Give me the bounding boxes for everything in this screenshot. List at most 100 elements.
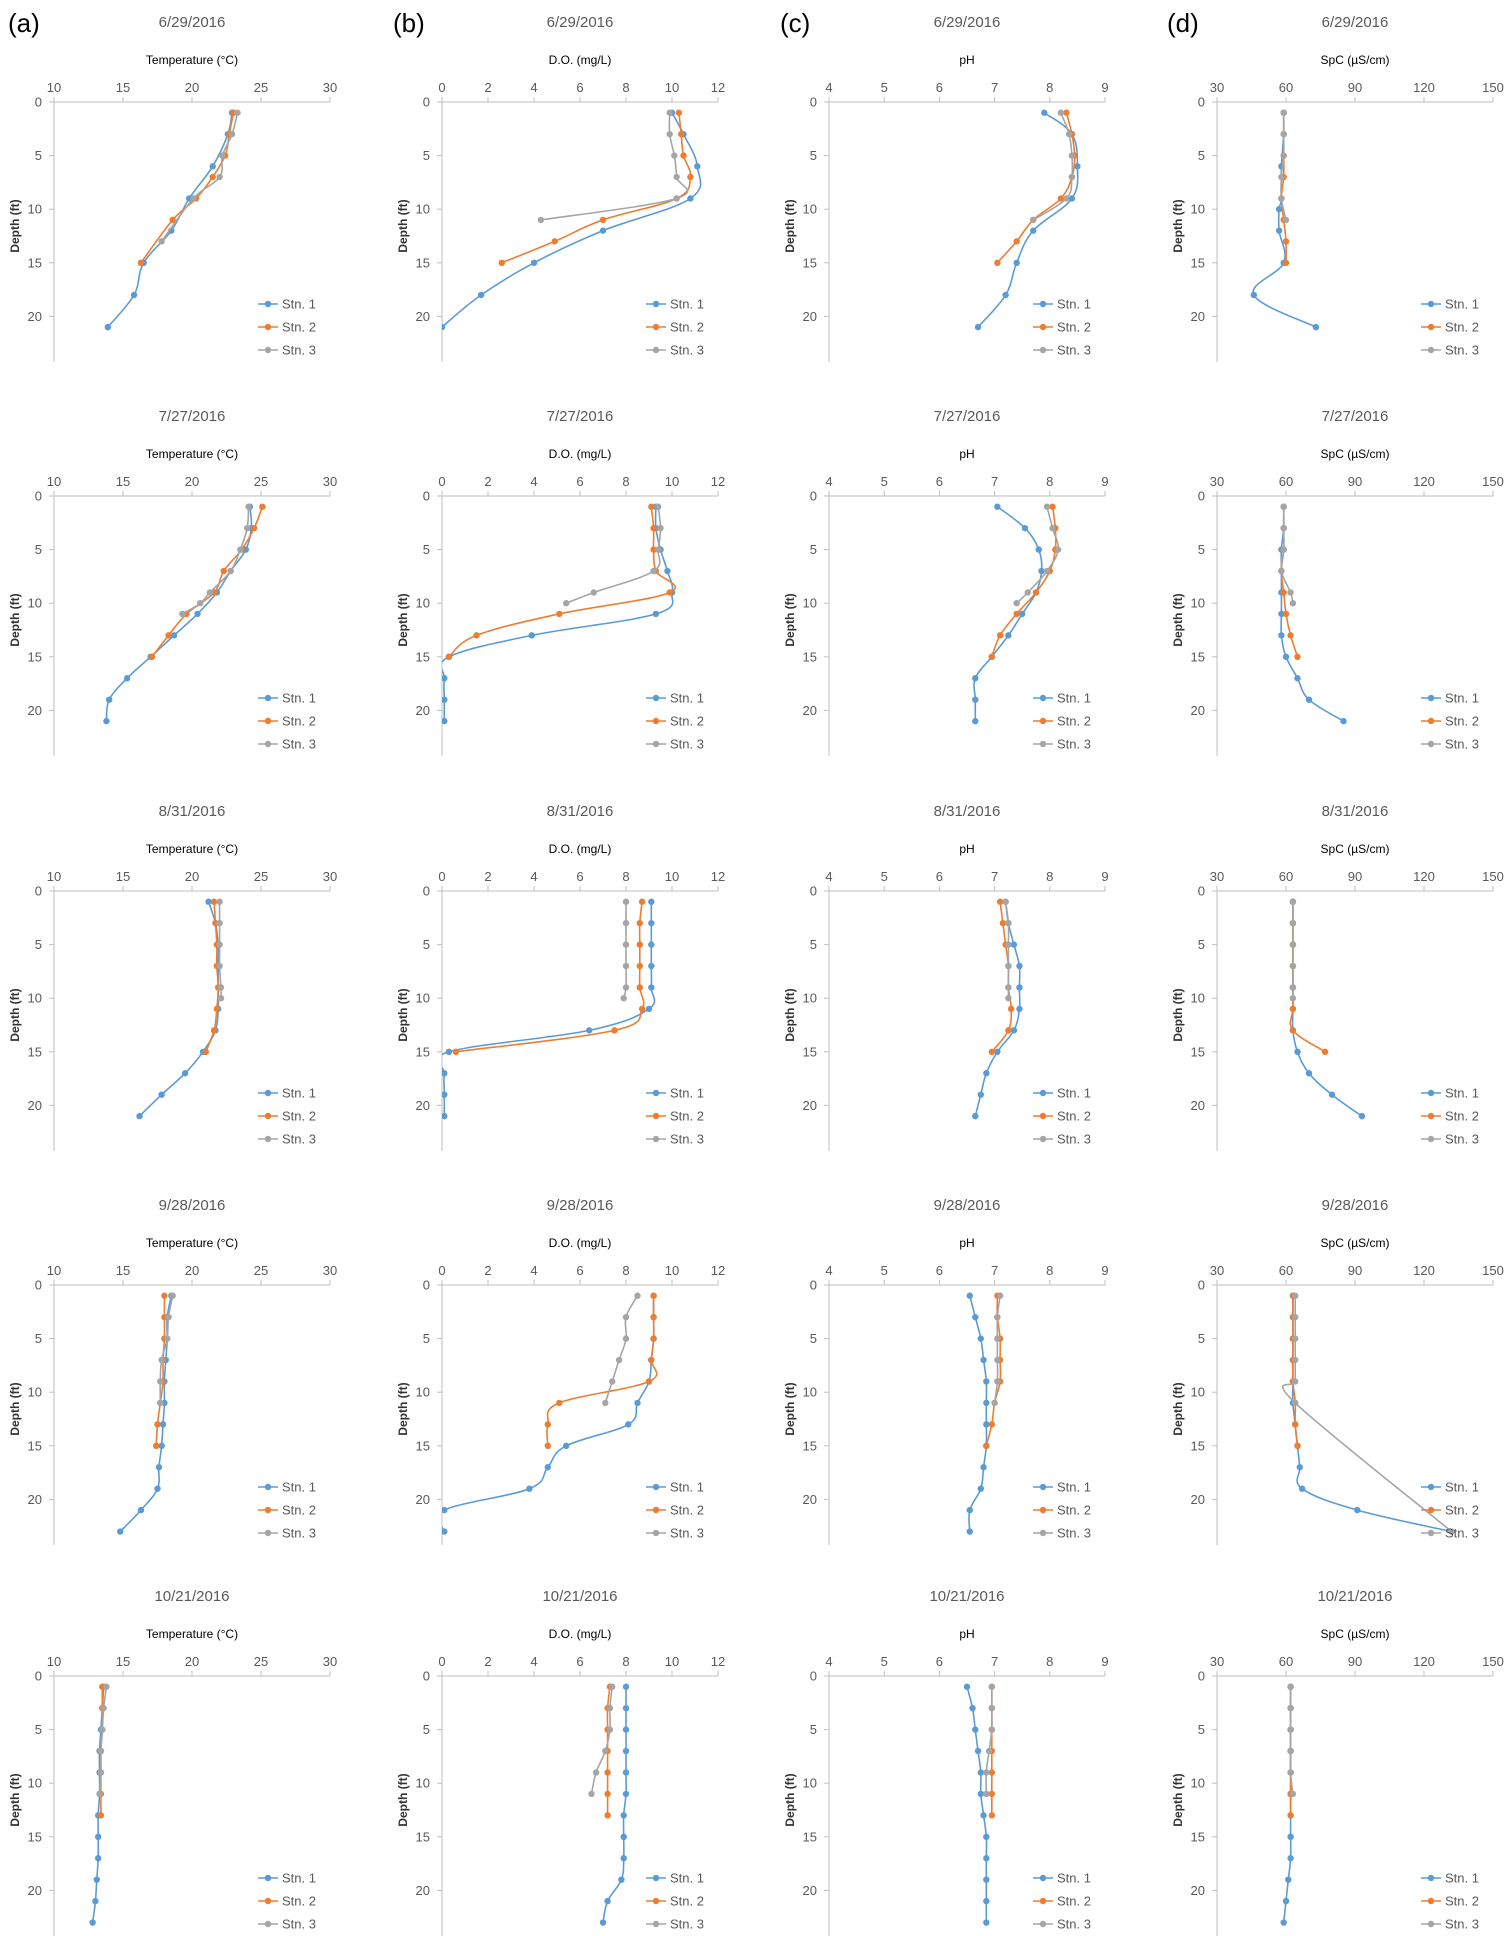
data-point xyxy=(530,259,538,266)
legend-label: Stn. 2 xyxy=(1057,1109,1091,1124)
x-tick-label: 4 xyxy=(530,869,537,884)
legend-swatch-marker xyxy=(1427,1089,1435,1097)
x-axis-label: SpC (µS/cm) xyxy=(1321,1627,1390,1641)
x-tick-label: 150 xyxy=(1482,1654,1504,1669)
x-tick-label: 20 xyxy=(185,869,199,884)
x-tick-label: 8 xyxy=(1046,1654,1053,1669)
legend-label: Stn. 3 xyxy=(282,1917,316,1932)
data-point xyxy=(1292,1292,1299,1299)
y-tick-label: 10 xyxy=(1191,1776,1205,1791)
series-1 xyxy=(442,109,702,331)
legend-label: Stn. 1 xyxy=(1057,691,1091,706)
data-point xyxy=(648,941,655,948)
data-point xyxy=(537,216,545,224)
data-point xyxy=(673,195,680,202)
data-point xyxy=(159,1421,167,1428)
x-tick-label: 25 xyxy=(254,869,268,884)
data-point xyxy=(1013,259,1020,266)
legend-label: Stn. 2 xyxy=(1445,714,1479,729)
y-tick-label: 20 xyxy=(803,1492,817,1507)
data-point xyxy=(1292,1399,1299,1407)
x-tick-label: 120 xyxy=(1413,1263,1435,1278)
data-point xyxy=(1280,524,1287,532)
y-tick-label: 5 xyxy=(35,937,42,952)
data-point xyxy=(89,1919,96,1926)
data-point xyxy=(94,1833,102,1840)
x-tick-label: 15 xyxy=(116,1263,130,1278)
y-axis-label: Depth (ft) xyxy=(783,199,797,252)
legend-swatch-marker xyxy=(1039,1529,1047,1537)
legend-label: Stn. 3 xyxy=(670,737,704,752)
x-tick-label: 30 xyxy=(1210,1654,1224,1669)
x-tick-label: 6 xyxy=(576,1263,583,1278)
legend-swatch-marker xyxy=(264,300,272,308)
x-tick-label: 9 xyxy=(1101,1263,1108,1278)
y-tick-label: 10 xyxy=(1191,202,1205,217)
depth-profile-chart: 6/29/2016 D.O. (mg/L) Depth (ft) 0 2 4 6 8 10 12 0… xyxy=(396,14,725,362)
x-tick-label: 4 xyxy=(530,1654,537,1669)
legend-label: Stn. 1 xyxy=(670,691,704,706)
legend-swatch-marker xyxy=(1427,1506,1435,1514)
data-point xyxy=(625,1421,632,1428)
x-tick-label: 6 xyxy=(936,869,943,884)
data-point xyxy=(650,1292,657,1299)
data-point xyxy=(622,941,630,948)
data-point xyxy=(1002,898,1009,905)
data-point xyxy=(442,717,448,725)
series-1 xyxy=(963,1683,990,1926)
y-tick-label: 10 xyxy=(416,202,430,217)
data-point xyxy=(169,216,176,224)
depth-profile-chart: 9/28/2016 SpC (µS/cm) Depth (ft) 30 60 90 120 1… xyxy=(1171,1197,1504,1545)
data-point xyxy=(556,610,563,618)
legend-label: Stn. 2 xyxy=(670,1109,704,1124)
depth-profile-chart: 6/29/2016 SpC (µS/cm) Depth (ft) 30 60 90 120 1… xyxy=(1171,14,1504,362)
data-point xyxy=(1289,962,1297,970)
data-point xyxy=(671,152,678,159)
y-tick-label: 20 xyxy=(803,1098,817,1113)
data-point xyxy=(1282,238,1290,245)
series-line xyxy=(140,112,235,264)
y-tick-label: 5 xyxy=(1198,1722,1205,1737)
legend-label: Stn. 1 xyxy=(1445,1480,1479,1495)
column-label-d: (d) xyxy=(1167,8,1199,38)
series-1 xyxy=(117,1292,175,1535)
legend-label: Stn. 1 xyxy=(670,1086,704,1101)
x-tick-label: 12 xyxy=(711,474,725,489)
data-point xyxy=(1289,600,1297,607)
data-point xyxy=(563,1442,570,1449)
series-line xyxy=(546,1295,658,1446)
y-axis-label: Depth (ft) xyxy=(8,1773,22,1826)
data-point xyxy=(216,941,223,948)
data-point xyxy=(1358,1112,1366,1120)
data-point xyxy=(157,1399,164,1407)
series-3 xyxy=(179,503,252,618)
data-point xyxy=(1287,1769,1294,1776)
data-point xyxy=(657,524,664,532)
chart-title: 6/29/2016 xyxy=(1322,14,1389,31)
data-point xyxy=(106,696,113,703)
y-tick-label: 15 xyxy=(28,1438,42,1453)
y-tick-label: 0 xyxy=(423,1669,430,1684)
data-point xyxy=(638,1005,646,1013)
data-point xyxy=(1305,696,1313,703)
series-3 xyxy=(563,503,664,607)
data-point xyxy=(655,546,662,553)
legend-swatch-marker xyxy=(1427,1920,1435,1928)
legend-swatch-marker xyxy=(1427,300,1435,308)
data-point xyxy=(604,1812,611,1819)
series-2 xyxy=(137,109,237,266)
data-point xyxy=(996,1292,1004,1299)
x-tick-label: 30 xyxy=(323,474,337,489)
y-tick-label: 10 xyxy=(28,991,42,1006)
legend-label: Stn. 2 xyxy=(670,1503,704,1518)
y-tick-label: 20 xyxy=(416,309,430,324)
data-point xyxy=(97,1769,105,1776)
chart-title: 9/28/2016 xyxy=(547,1197,614,1214)
x-tick-label: 4 xyxy=(825,80,832,95)
data-point xyxy=(1280,152,1287,159)
legend-swatch-marker xyxy=(1039,1089,1047,1097)
y-axis-label: Depth (ft) xyxy=(8,593,22,646)
y-tick-label: 10 xyxy=(803,1776,817,1791)
data-point xyxy=(544,1464,551,1471)
series-line xyxy=(540,112,689,221)
